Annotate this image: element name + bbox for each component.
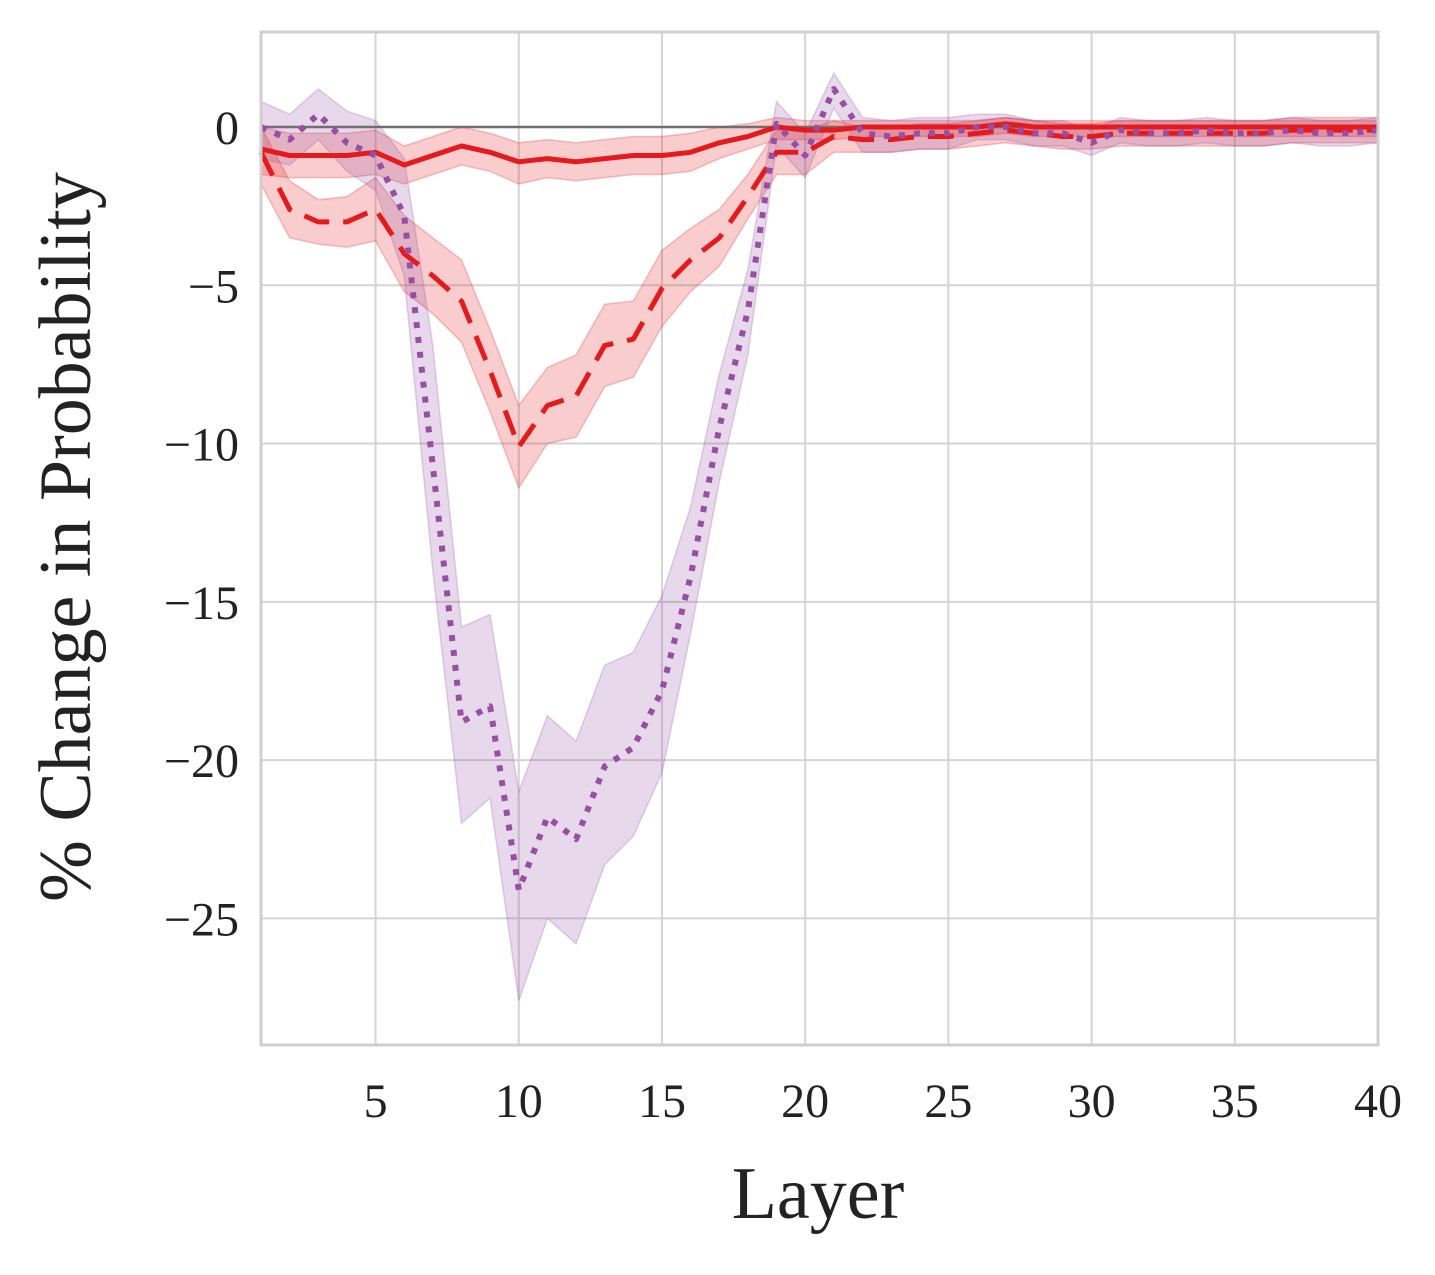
- y-tick-label: −10: [164, 419, 239, 472]
- x-tick-label: 5: [364, 1075, 388, 1128]
- series-lines: [258, 86, 1379, 893]
- dotted-series-line: [259, 86, 1379, 893]
- x-tick-label: 15: [638, 1075, 686, 1128]
- y-tick-label: −15: [164, 577, 239, 630]
- x-tick-label: 30: [1068, 1075, 1116, 1128]
- dashed-series-line: [258, 127, 1378, 450]
- plot-frame: [259, 30, 1380, 1047]
- y-axis-ticks: 0 −5 −10 −15 −20 −25: [164, 102, 239, 946]
- x-tick-label: 10: [495, 1075, 543, 1128]
- dotted-series-band: [260, 71, 1379, 1001]
- x-axis-ticks: 5 10 15 20 25 30 35 40: [364, 1075, 1402, 1128]
- y-tick-label: 0: [215, 102, 239, 155]
- y-tick-label: −5: [188, 260, 239, 313]
- x-axis-label: Layer: [732, 1153, 905, 1235]
- solid-series-line: [260, 121, 1378, 168]
- y-tick-label: −20: [164, 735, 239, 788]
- x-tick-label: 40: [1354, 1075, 1402, 1128]
- x-tick-label: 25: [924, 1075, 972, 1128]
- y-tick-label: −25: [164, 893, 239, 946]
- confidence-bands: [260, 71, 1379, 1001]
- y-axis-label: % Change in Probability: [25, 172, 107, 902]
- grid: [261, 32, 1379, 1045]
- x-tick-label: 20: [781, 1075, 829, 1128]
- x-tick-label: 35: [1211, 1075, 1259, 1128]
